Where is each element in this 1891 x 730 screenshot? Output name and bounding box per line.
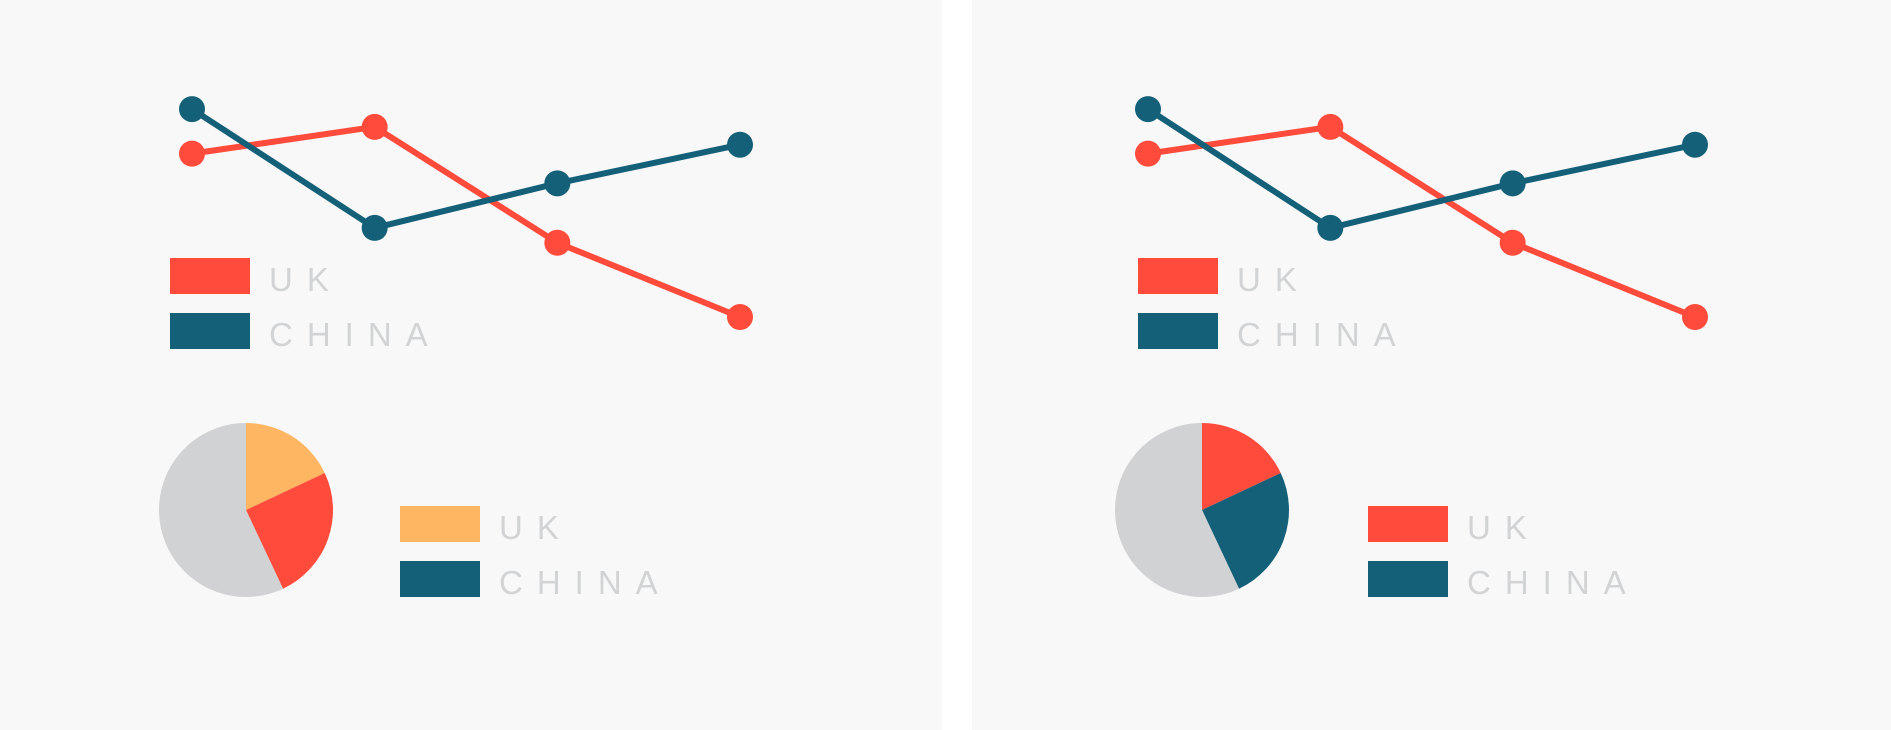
pie-legend-swatch-uk: [400, 506, 480, 542]
pie-slice-3: [1115, 423, 1240, 597]
line-legend-left: UK CHINA: [170, 258, 442, 353]
pie-slice-1: [1202, 423, 1281, 510]
data-point-china-2: [1317, 214, 1344, 241]
data-point-uk-1: [1135, 140, 1161, 167]
pie-legend-label-china: CHINA: [1467, 564, 1640, 601]
legend-label-china: CHINA: [269, 316, 442, 353]
data-point-uk-1: [179, 140, 205, 167]
legend-swatch-uk: [170, 258, 250, 294]
data-point-china-3: [544, 170, 571, 197]
legend-label-china: CHINA: [1237, 316, 1410, 353]
line-legend-right: UK CHINA: [1138, 258, 1410, 353]
data-point-uk-3: [544, 229, 571, 256]
data-point-china-1: [1135, 96, 1161, 123]
right-panel-svg: UK CHINA UK CHINA: [1115, 96, 1708, 601]
data-point-china-3: [1499, 170, 1526, 197]
data-point-china-4: [1682, 131, 1708, 158]
legend-swatch-uk: [1138, 258, 1218, 294]
pie-legend-label-uk: UK: [1467, 509, 1541, 546]
legend-label-uk: UK: [269, 261, 343, 298]
line-series-uk: [1147, 123, 1697, 320]
pie-slice-2: [1202, 472, 1289, 589]
pie-slice-2: [246, 472, 333, 589]
line-series-china: [190, 106, 741, 231]
data-point-china-2: [361, 214, 388, 241]
left-panel-svg: UK CHINA UK CHINA: [158, 96, 753, 601]
line-chart-left: [179, 96, 753, 330]
data-point-uk-2: [361, 113, 388, 140]
pie-legend-swatch-uk: [1368, 506, 1448, 542]
pie-chart-left: [158, 423, 333, 597]
line-series-china: [1146, 106, 1696, 231]
pie-slice-1: [246, 423, 325, 510]
pie-slice-3: [158, 423, 284, 597]
data-point-uk-2: [1317, 113, 1344, 140]
data-point-china-4: [727, 131, 753, 158]
pie-legend-label-uk: UK: [499, 509, 573, 546]
legend-swatch-china: [1138, 313, 1218, 349]
pie-legend-swatch-china: [1368, 561, 1448, 597]
legend-swatch-china: [170, 313, 250, 349]
data-point-uk-4: [727, 304, 753, 330]
data-point-uk-4: [1682, 304, 1708, 330]
data-point-china-1: [179, 96, 205, 123]
right-panel: UK CHINA UK CHINA: [972, 0, 1891, 730]
pie-legend-label-china: CHINA: [499, 564, 672, 601]
pie-legend-right: UK CHINA: [1368, 506, 1640, 601]
left-panel: UK CHINA UK CHINA: [0, 0, 942, 730]
pie-legend-left: UK CHINA: [400, 506, 672, 601]
pie-chart-right: [1115, 423, 1289, 597]
line-chart-right: [1135, 96, 1708, 330]
data-point-uk-3: [1499, 229, 1526, 256]
legend-label-uk: UK: [1237, 261, 1311, 298]
pie-legend-swatch-china: [400, 561, 480, 597]
line-series-uk: [191, 123, 742, 320]
